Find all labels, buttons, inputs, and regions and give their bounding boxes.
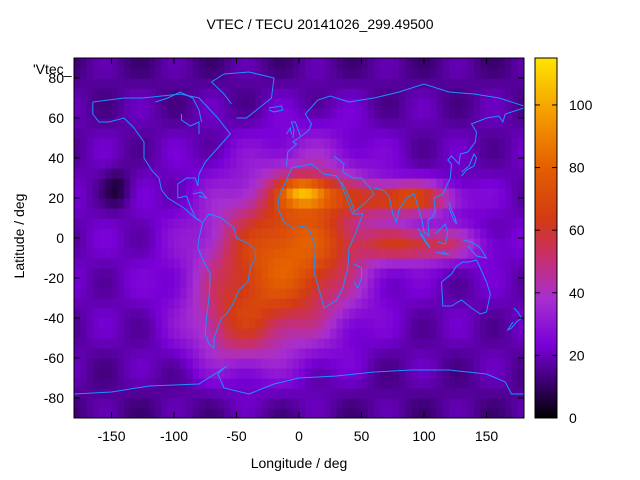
coastline-path <box>506 307 523 332</box>
x-tick-label: 100 <box>412 428 436 444</box>
coastline-path <box>268 105 284 113</box>
coastline-path <box>353 263 362 290</box>
coastline-path <box>417 227 431 249</box>
coastline-path <box>155 91 202 123</box>
y-tick-label: -80 <box>44 390 64 406</box>
y-axis-label: Latitude / deg <box>11 193 27 279</box>
coastline-path <box>197 213 256 350</box>
coastline-path <box>74 365 524 395</box>
coastline-path <box>290 121 301 139</box>
x-tick-label: -50 <box>226 428 246 444</box>
key-label: 'Vtec_ <box>33 61 72 77</box>
heatmap-cells <box>74 58 524 418</box>
colorbar <box>534 57 558 419</box>
y-tick-label: 40 <box>48 150 64 166</box>
colorbar-tick-label: 100 <box>569 97 593 113</box>
colorbar-tick-label: 20 <box>569 347 585 363</box>
coastline-path <box>210 71 275 119</box>
y-tick-label: -20 <box>44 270 64 286</box>
colorbar-tick-label: 60 <box>569 222 585 238</box>
x-tick-label: 150 <box>475 428 499 444</box>
y-tick-label: -60 <box>44 350 64 366</box>
x-axis-ticks: -150 -100 -50 0 50 100 150 <box>97 58 498 444</box>
x-tick-label: 0 <box>295 428 303 444</box>
colorbar-tick-label: 40 <box>569 285 585 301</box>
x-tick-label: -150 <box>97 428 125 444</box>
coastline-path <box>286 126 292 135</box>
x-axis-label: Longitude / deg <box>250 455 348 471</box>
x-tick-label: 50 <box>354 428 370 444</box>
colorbar-tick-label: 0 <box>569 410 577 426</box>
y-tick-label: -40 <box>44 310 64 326</box>
coastline-path <box>461 152 478 177</box>
y-tick-label: 80 <box>48 70 64 86</box>
coastline-path <box>448 201 457 225</box>
coastline-path <box>192 191 208 199</box>
y-tick-label: 60 <box>48 110 64 126</box>
coastlines <box>74 71 524 395</box>
coastline-path <box>434 223 449 245</box>
colorbar-ticks: 0 20 40 60 80 100 <box>535 97 593 426</box>
coastline-path <box>92 93 231 223</box>
coastline-path <box>277 163 364 309</box>
coastline-path <box>181 114 200 134</box>
y-tick-label: 20 <box>48 190 64 206</box>
coastline-path <box>436 251 450 255</box>
y-tick-label: 0 <box>56 230 64 246</box>
coastline-path <box>286 83 524 167</box>
y-axis-ticks: -80 -60 -40 -20 0 20 40 60 80 <box>44 70 524 406</box>
coastline-path <box>462 239 488 259</box>
x-tick-label: -100 <box>160 428 188 444</box>
colorbar-tick-label: 80 <box>569 160 585 176</box>
coastline-path <box>333 155 375 213</box>
chart-title: VTEC / TECU 20141026_299.49500 <box>206 16 434 32</box>
coastline-path <box>441 259 491 315</box>
coastline-path <box>373 107 524 238</box>
